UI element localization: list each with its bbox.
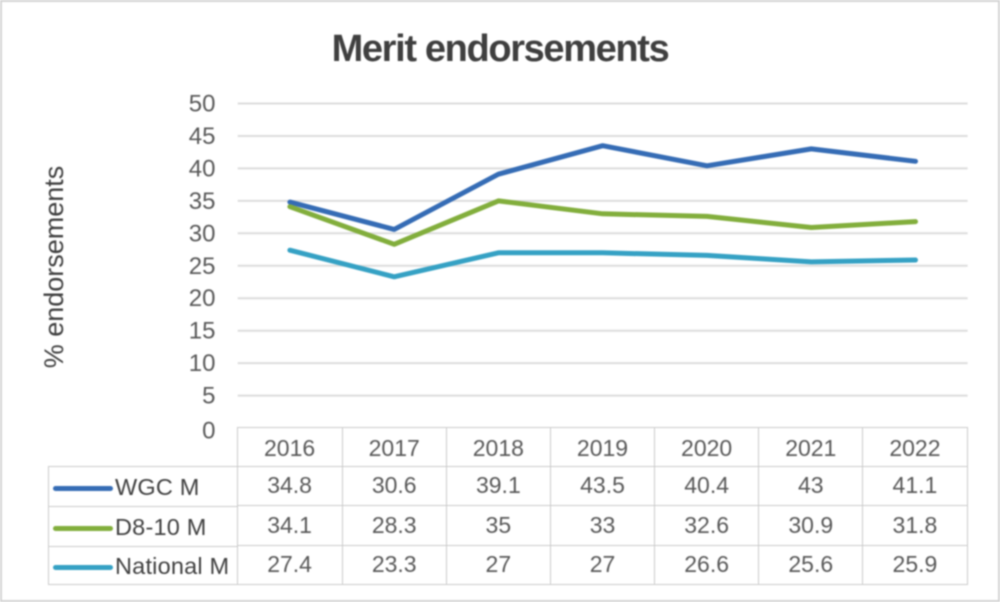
svg-text:15: 15 (189, 318, 216, 345)
svg-text:10: 10 (189, 350, 216, 377)
svg-text:35: 35 (189, 188, 216, 215)
svg-text:45: 45 (189, 123, 216, 150)
svg-text:40: 40 (189, 155, 216, 182)
svg-text:20: 20 (189, 285, 216, 312)
svg-text:5: 5 (202, 383, 215, 410)
svg-text:0: 0 (202, 418, 215, 445)
svg-text:% endorsements: % endorsements (39, 166, 69, 369)
svg-text:30: 30 (189, 220, 216, 247)
svg-text:25: 25 (189, 253, 216, 280)
svg-text:50: 50 (189, 91, 216, 118)
